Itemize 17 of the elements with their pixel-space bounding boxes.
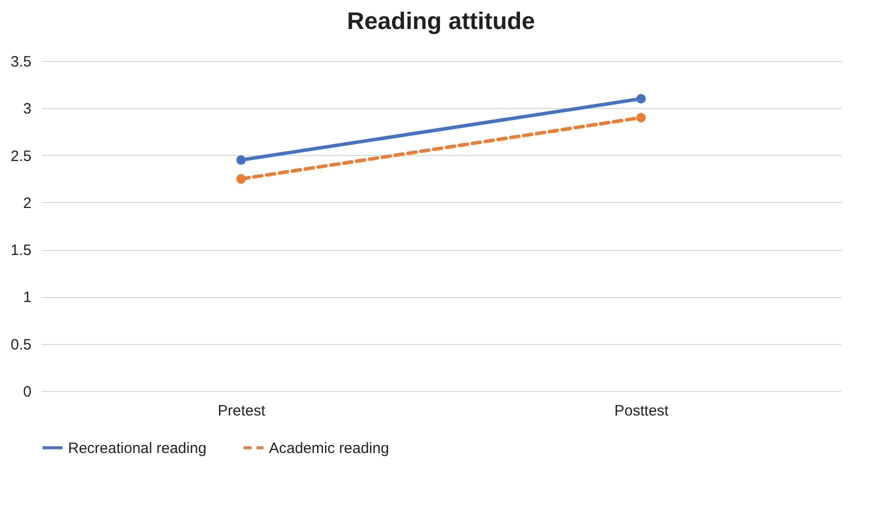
y-tick-label: 0 — [23, 384, 32, 400]
y-tick-label: 3 — [23, 100, 32, 118]
point — [636, 94, 646, 104]
y-tick-label: 2 — [23, 194, 32, 212]
point — [236, 174, 246, 184]
legend-label: Recreational reading — [68, 440, 206, 457]
y-tick-label: 3.5 — [10, 54, 32, 70]
x-tick-label: Pretest — [218, 402, 266, 420]
y-tick-label: 1 — [23, 289, 32, 306]
y-tick-label: 0.5 — [10, 336, 32, 354]
y-tick-label: 2.5 — [10, 148, 32, 165]
x-tick-label: Posttest — [614, 402, 670, 420]
point — [236, 155, 246, 165]
y-tick-label: 1.5 — [10, 242, 32, 260]
point — [636, 112, 646, 122]
chart-title: Reading attitude — [346, 8, 536, 35]
legend-label: Academic reading — [269, 440, 390, 457]
